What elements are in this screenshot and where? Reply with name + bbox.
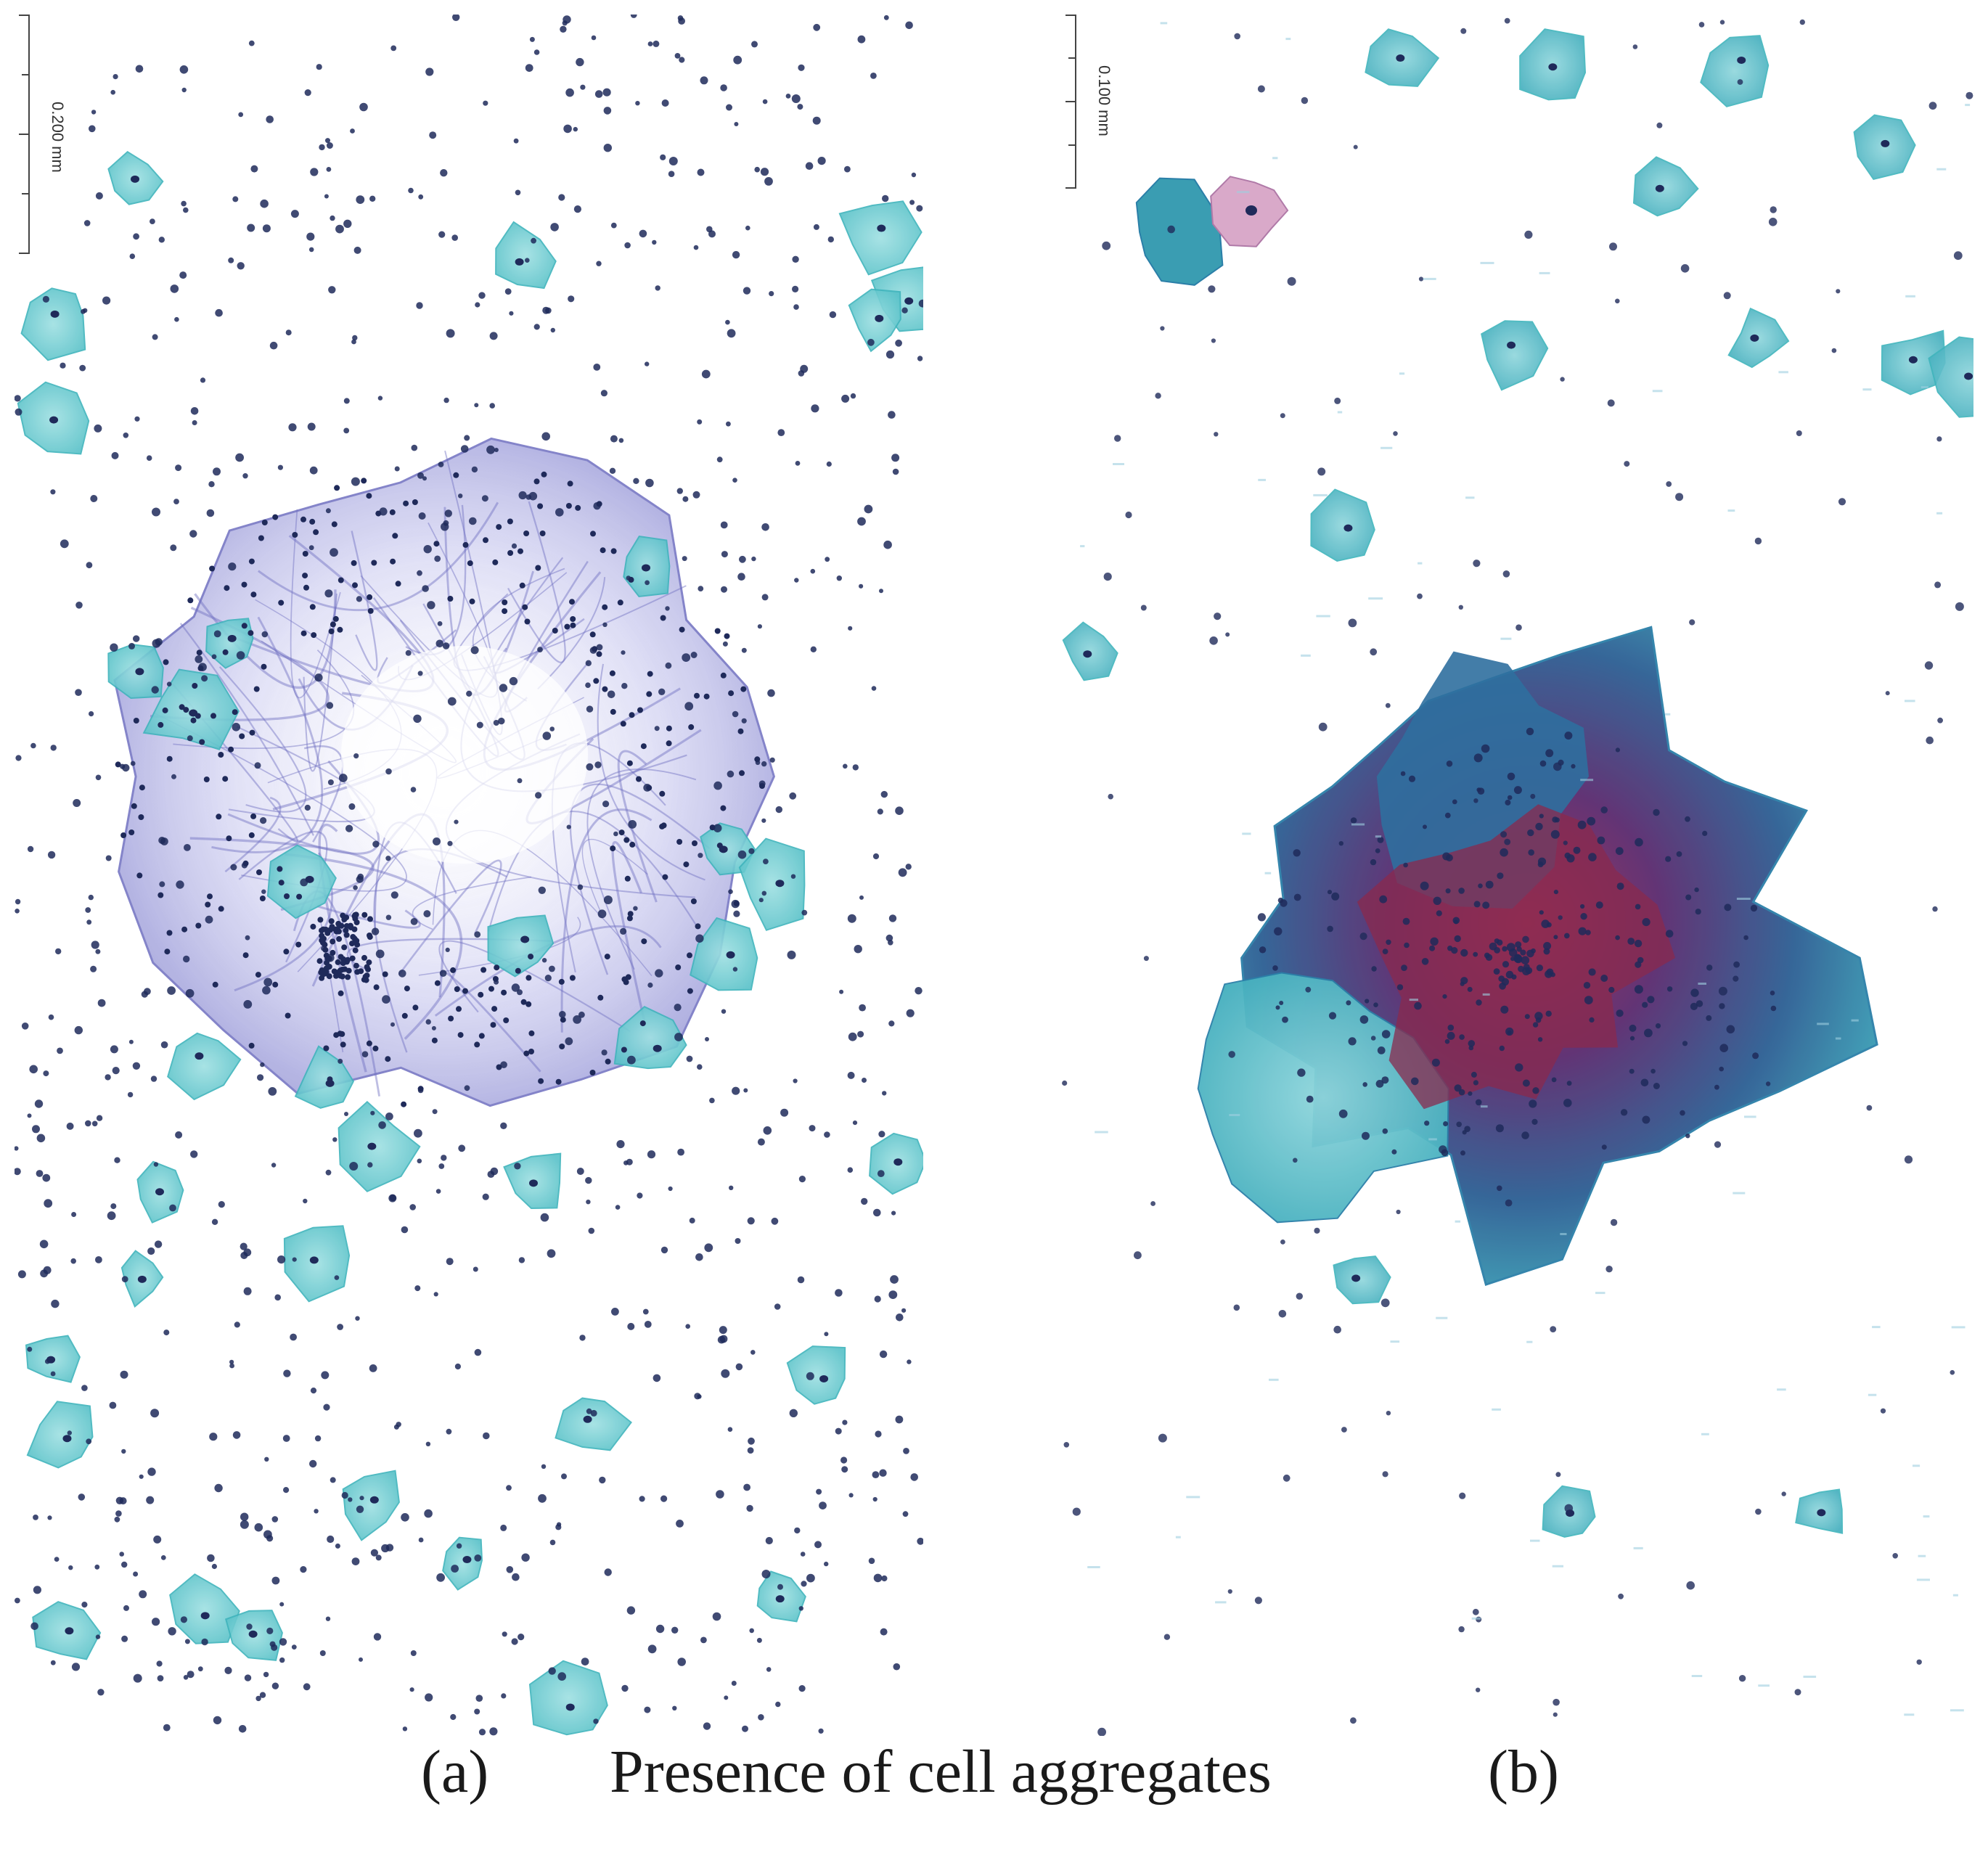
micrograph-a-image	[15, 15, 923, 1736]
micrograph-panel-a: 0.200 mm	[15, 15, 923, 1736]
caption-title: Presence of cell aggregates	[610, 1738, 1272, 1806]
mucus-aggregate-a	[113, 437, 775, 1107]
squamous-cells-a	[17, 150, 923, 1736]
cell-aggregate-b	[1197, 626, 1878, 1287]
scale-label-b: 0.100 mm	[1095, 65, 1113, 136]
caption-label-a: (a)	[421, 1738, 489, 1806]
squamous-cells-b	[1062, 28, 1973, 1538]
caption-label-b: (b)	[1488, 1738, 1559, 1806]
micrograph-panel-b: 0.100 mm	[1061, 15, 1973, 1736]
scale-bar-a	[19, 15, 30, 254]
inflammatory-cells-a	[15, 15, 923, 1736]
inflammatory-cells-b	[1062, 17, 1973, 1736]
micrograph-b-image	[1062, 17, 1973, 1736]
scale-label-a: 0.200 mm	[49, 102, 67, 173]
scale-bar-b	[1065, 15, 1076, 189]
